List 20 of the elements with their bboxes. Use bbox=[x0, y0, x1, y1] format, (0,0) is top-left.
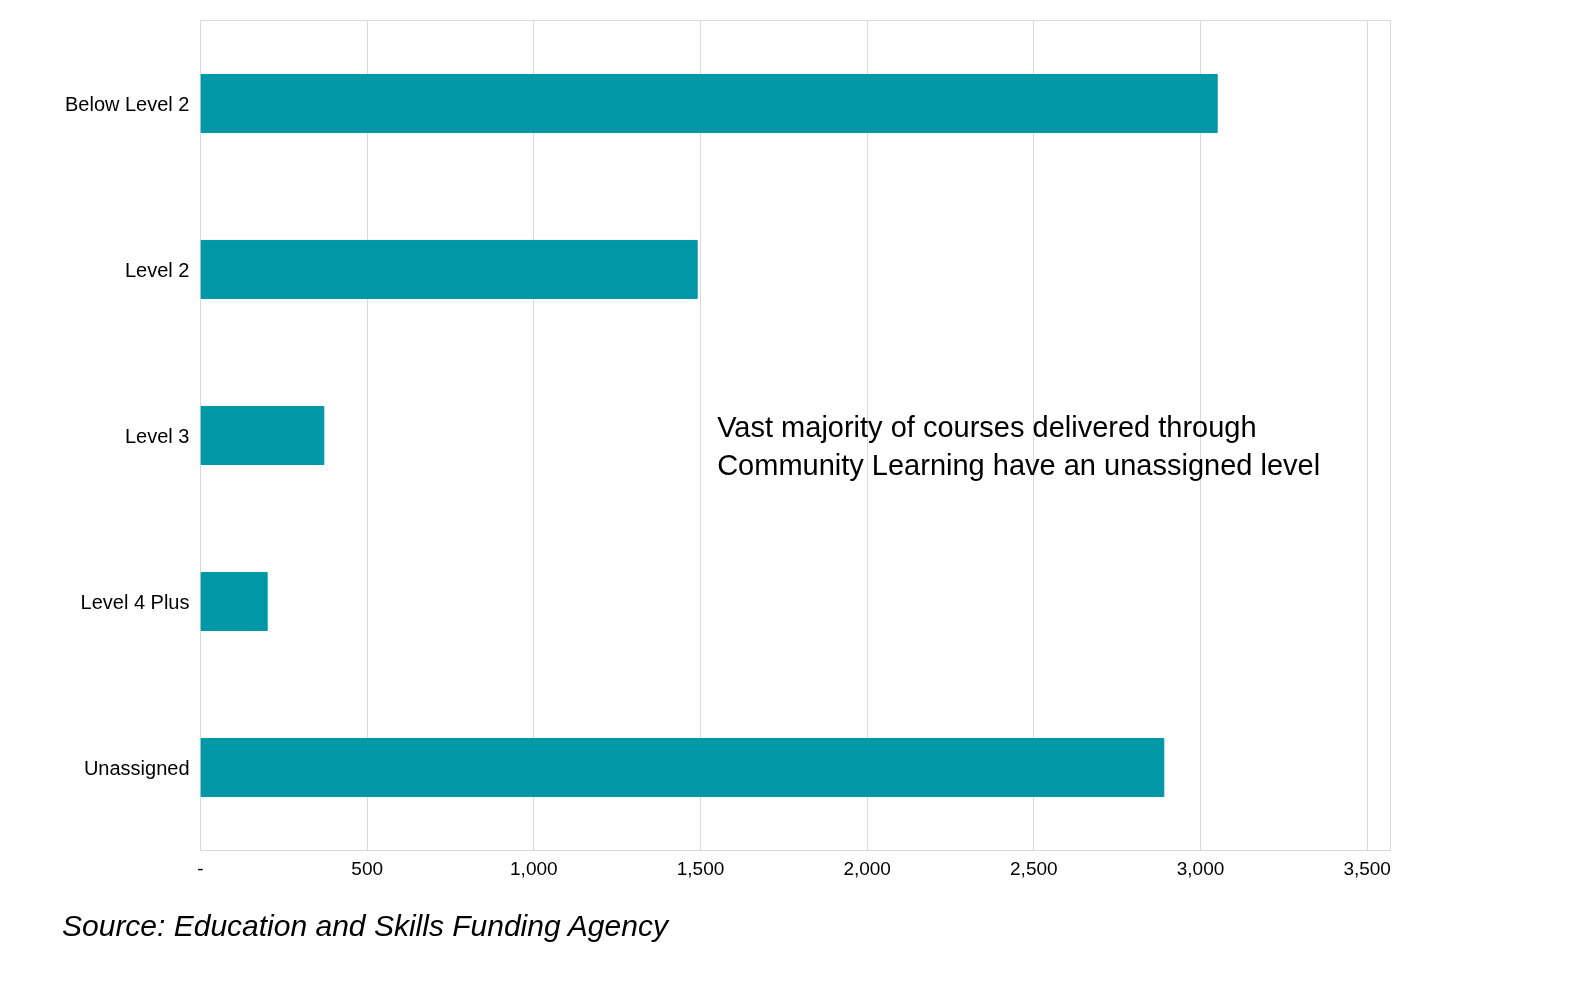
x-tick-label: - bbox=[197, 857, 204, 879]
x-tick-label: 500 bbox=[351, 857, 384, 879]
y-tick-label: Below Level 2 bbox=[64, 92, 190, 115]
x-tick-label: 2,500 bbox=[1010, 857, 1058, 879]
bar bbox=[200, 239, 698, 300]
source-note: Source: Education and Skills Funding Agency bbox=[62, 908, 668, 944]
x-tick-label: 2,000 bbox=[843, 857, 891, 879]
annotation: Vast majority of courses delivered through Community Learning have an unassigned level bbox=[717, 411, 1321, 482]
y-tick-label: Level 2 bbox=[125, 258, 190, 281]
bar bbox=[200, 73, 1218, 134]
bar bbox=[200, 737, 1165, 798]
bar bbox=[200, 571, 268, 632]
x-tick-label: 3,500 bbox=[1343, 857, 1391, 879]
x-tick-label: 1,000 bbox=[510, 857, 558, 879]
x-tick-label: 3,000 bbox=[1176, 857, 1225, 879]
y-tick-label: Unassigned bbox=[83, 756, 190, 779]
x-tick-label: 1,500 bbox=[676, 857, 725, 879]
y-tick-label: Level 4 Plus bbox=[80, 590, 190, 613]
y-tick-label: Level 3 bbox=[125, 424, 190, 447]
bar bbox=[200, 405, 325, 466]
